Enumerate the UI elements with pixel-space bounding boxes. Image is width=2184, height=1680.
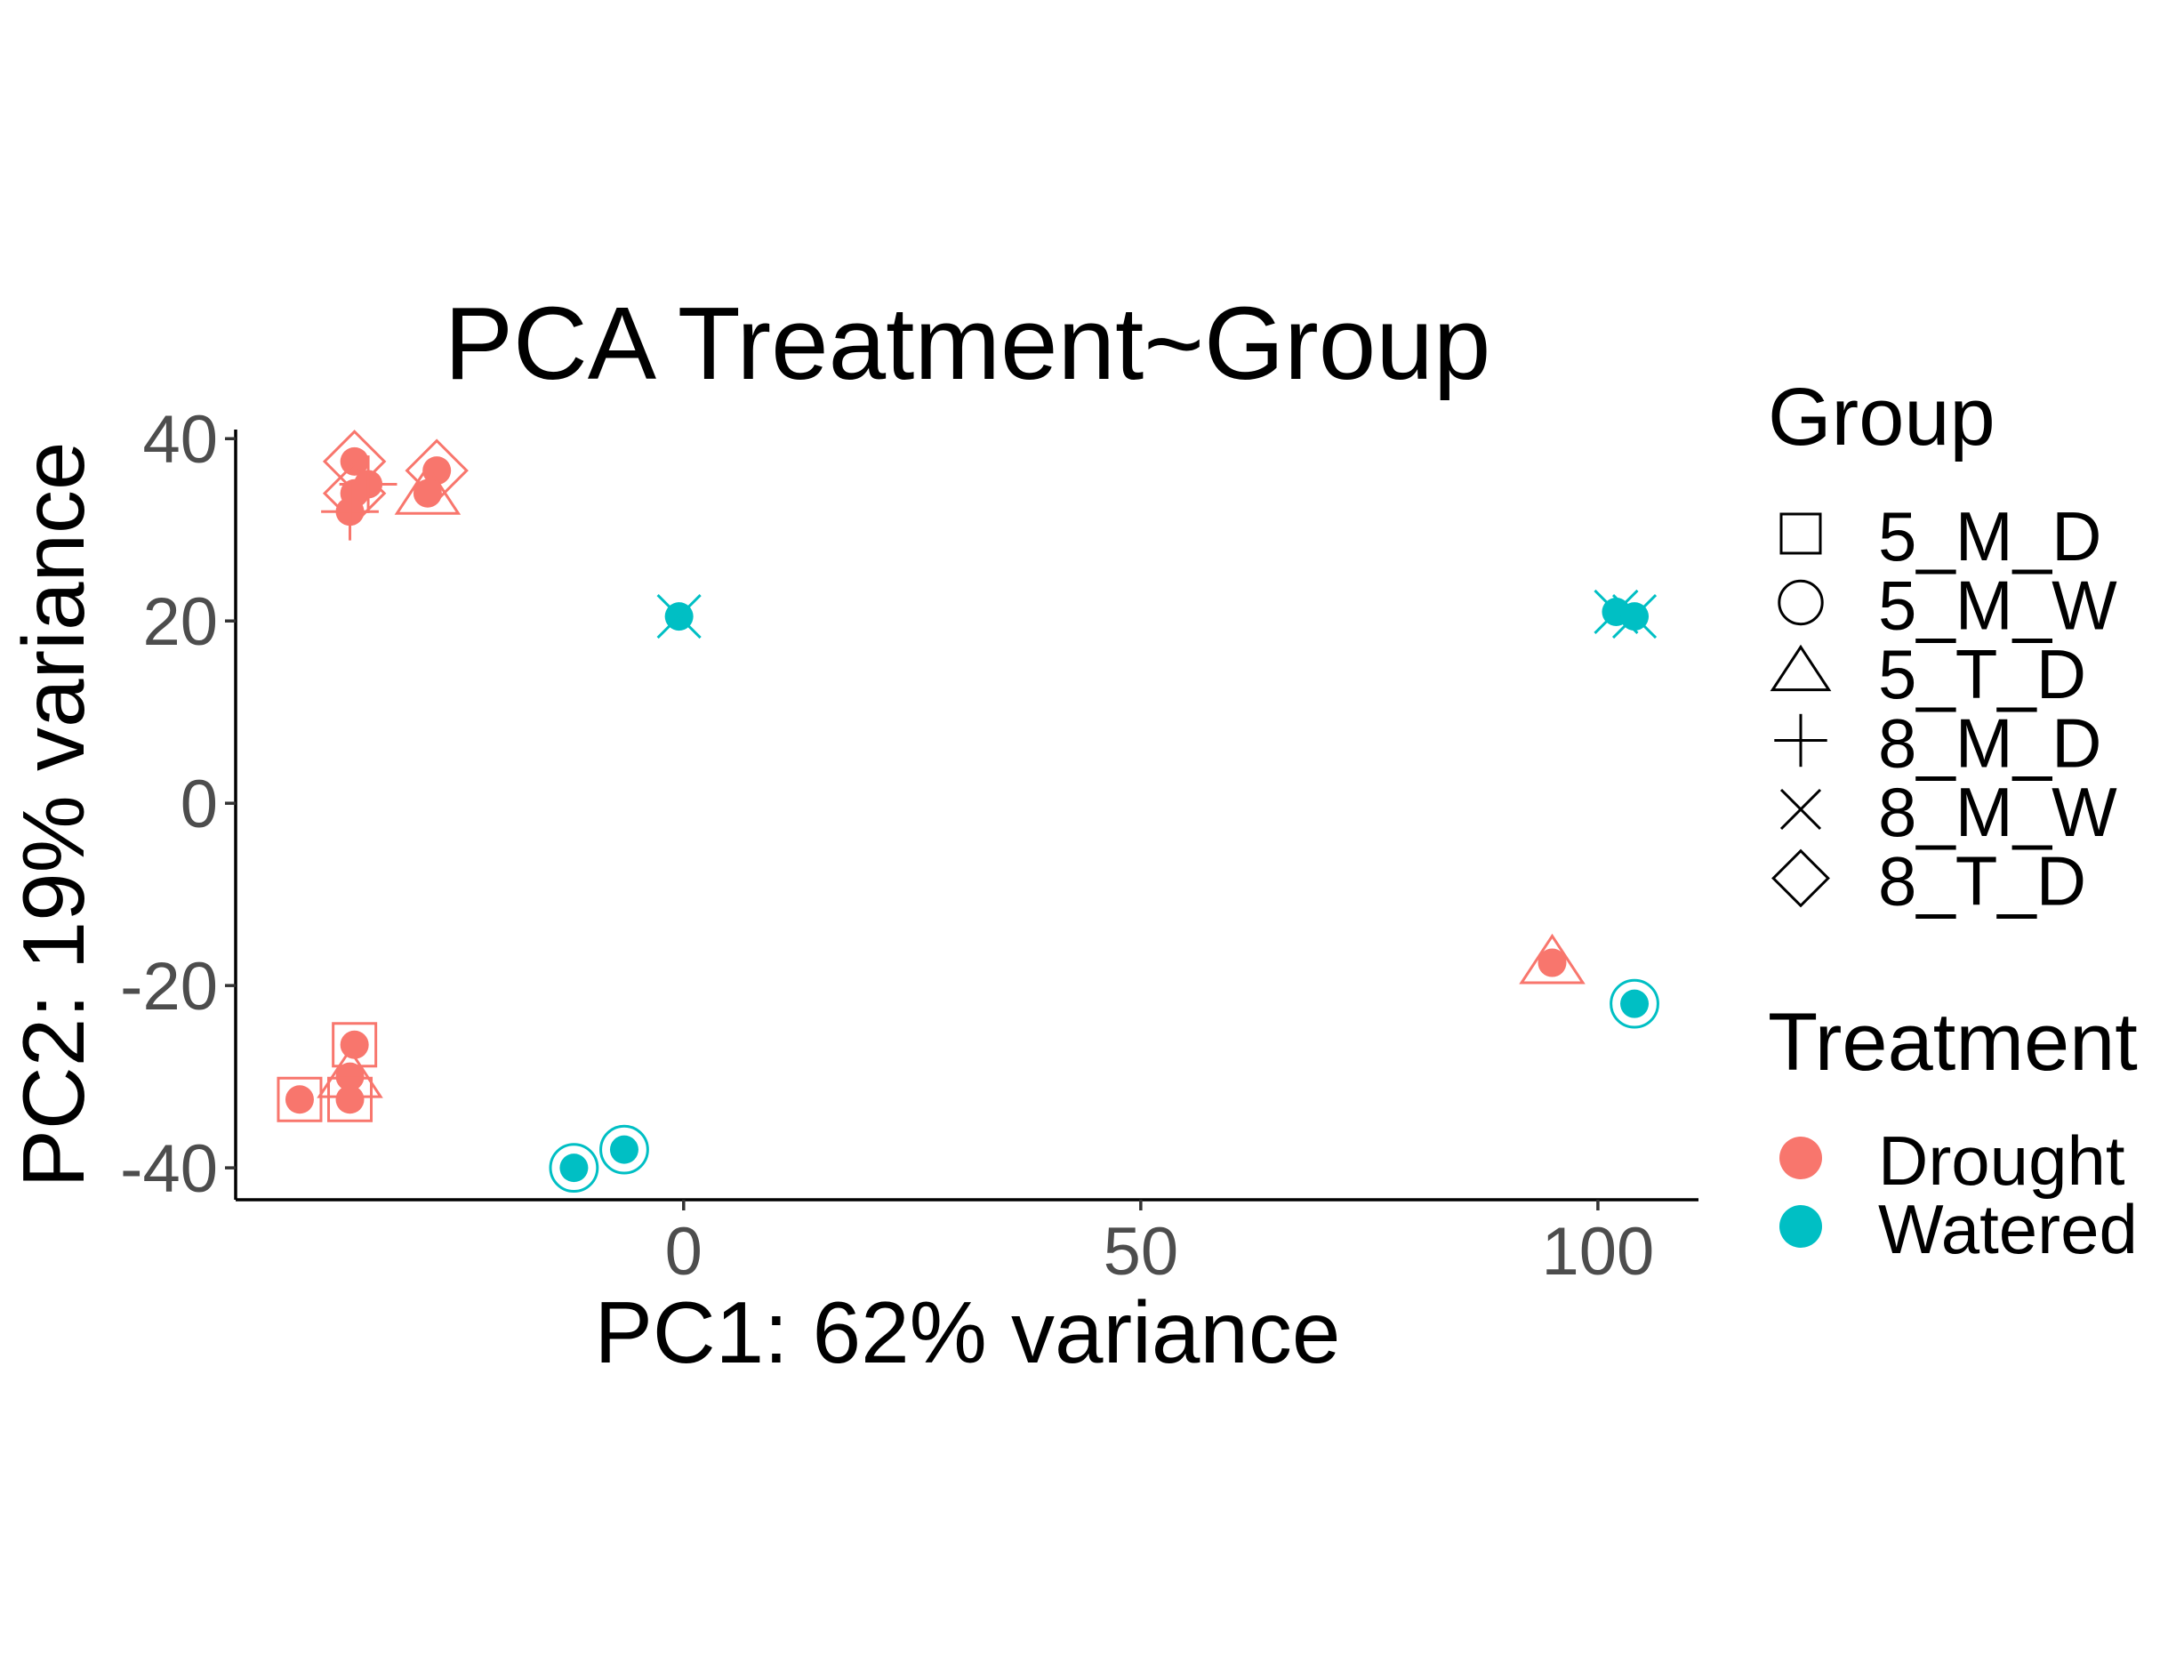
chart-title: PCA Treatment~Group [445, 285, 1491, 401]
legend-shape-cross [1779, 788, 1822, 831]
data-point [277, 1076, 323, 1122]
y-axis-label: PC2: 19% variance [4, 442, 102, 1188]
legend-color-dot [1779, 1205, 1822, 1248]
x-axis-label: PC1: 62% variance [595, 1283, 1341, 1381]
data-point [549, 1143, 599, 1194]
y-tick-label: 20 [142, 584, 218, 660]
group-legend-label: 8_T_D [1878, 842, 2086, 920]
treatment-marker [1538, 948, 1567, 977]
group-legend-label: 8_M_W [1878, 773, 2117, 851]
group-legend-title: Group [1768, 372, 1995, 462]
data-point [394, 464, 462, 515]
legend-color-dot [1779, 1137, 1822, 1179]
treatment-marker [285, 1085, 314, 1114]
group-legend-entries: 5_M_D5_M_W5_T_D8_M_D8_M_W8_T_D [1770, 497, 2117, 920]
data-point [599, 1124, 649, 1175]
group-legend-item: 5_M_D [1779, 497, 2101, 575]
treatment-marker [609, 1135, 638, 1164]
treatment-marker [340, 446, 369, 476]
data-point [339, 455, 397, 513]
treatment-marker [559, 1153, 589, 1183]
group-marker-5_M_W [1610, 978, 1659, 1029]
y-axis-ticks: 40 20 0 -20 -40 [120, 402, 236, 1207]
treatment-legend-title: Treatment [1768, 997, 2138, 1088]
treatment-marker [422, 456, 452, 486]
y-tick-label: 40 [142, 402, 218, 478]
treatment-legend-item: Drought [1779, 1121, 2125, 1200]
group-legend-item: 8_M_D [1774, 704, 2101, 783]
data-point [1610, 978, 1659, 1029]
group-marker-5_M_W [549, 1143, 599, 1194]
group-legend-label: 5_M_W [1878, 567, 2117, 645]
x-tick-label: 0 [665, 1214, 703, 1290]
treatment-marker [413, 478, 442, 508]
data-point [321, 482, 379, 541]
x-tick-label: 100 [1542, 1214, 1655, 1290]
legend-shape-plus [1774, 713, 1827, 768]
treatment-legend-item: Watered [1779, 1190, 2138, 1268]
legend-shape-triangle [1770, 644, 1832, 692]
data-point [656, 594, 702, 639]
treatment-legend-label: Drought [1878, 1121, 2125, 1200]
group-legend-item: 5_M_W [1778, 567, 2117, 645]
group-marker-8_M_W [1611, 594, 1658, 639]
group-marker-5_T_D [394, 464, 462, 515]
treatment-marker [335, 1062, 365, 1091]
group-legend-item: 5_T_D [1770, 635, 2086, 713]
group-legend-label: 5_T_D [1878, 635, 2086, 713]
x-tick-label: 50 [1104, 1214, 1179, 1290]
data-point [327, 1076, 373, 1122]
y-tick-label: -40 [120, 1131, 218, 1207]
legend-shape-square [1779, 512, 1822, 555]
group-marker-5_M_D [277, 1076, 323, 1122]
plot-panel [277, 430, 1659, 1194]
group-legend-item: 8_T_D [1771, 842, 2086, 920]
treatment-legend-label: Watered [1878, 1190, 2138, 1268]
group-marker-5_M_W [599, 1124, 649, 1175]
group-legend-item: 8_M_W [1779, 773, 2117, 851]
group-marker-5_T_D [1519, 933, 1586, 985]
legend-shape-diamond [1771, 848, 1830, 908]
group-legend: Group 5_M_D5_M_W5_T_D8_M_D8_M_W8_T_D [1768, 372, 2117, 920]
treatment-marker [335, 1085, 365, 1114]
legend-shape-circle [1778, 579, 1824, 626]
y-tick-label: 0 [181, 767, 218, 842]
data-point [1519, 933, 1586, 985]
group-legend-label: 5_M_D [1878, 497, 2101, 575]
group-legend-label: 8_M_D [1878, 704, 2101, 783]
y-tick-label: -20 [120, 949, 218, 1025]
group-marker-8_M_W [656, 594, 702, 639]
x-axis-ticks: 0 50 100 [665, 1200, 1655, 1290]
group-marker-5_M_D [327, 1076, 373, 1122]
treatment-marker [1620, 989, 1650, 1018]
data-point [1611, 594, 1658, 639]
group-marker-8_M_D [321, 482, 379, 541]
